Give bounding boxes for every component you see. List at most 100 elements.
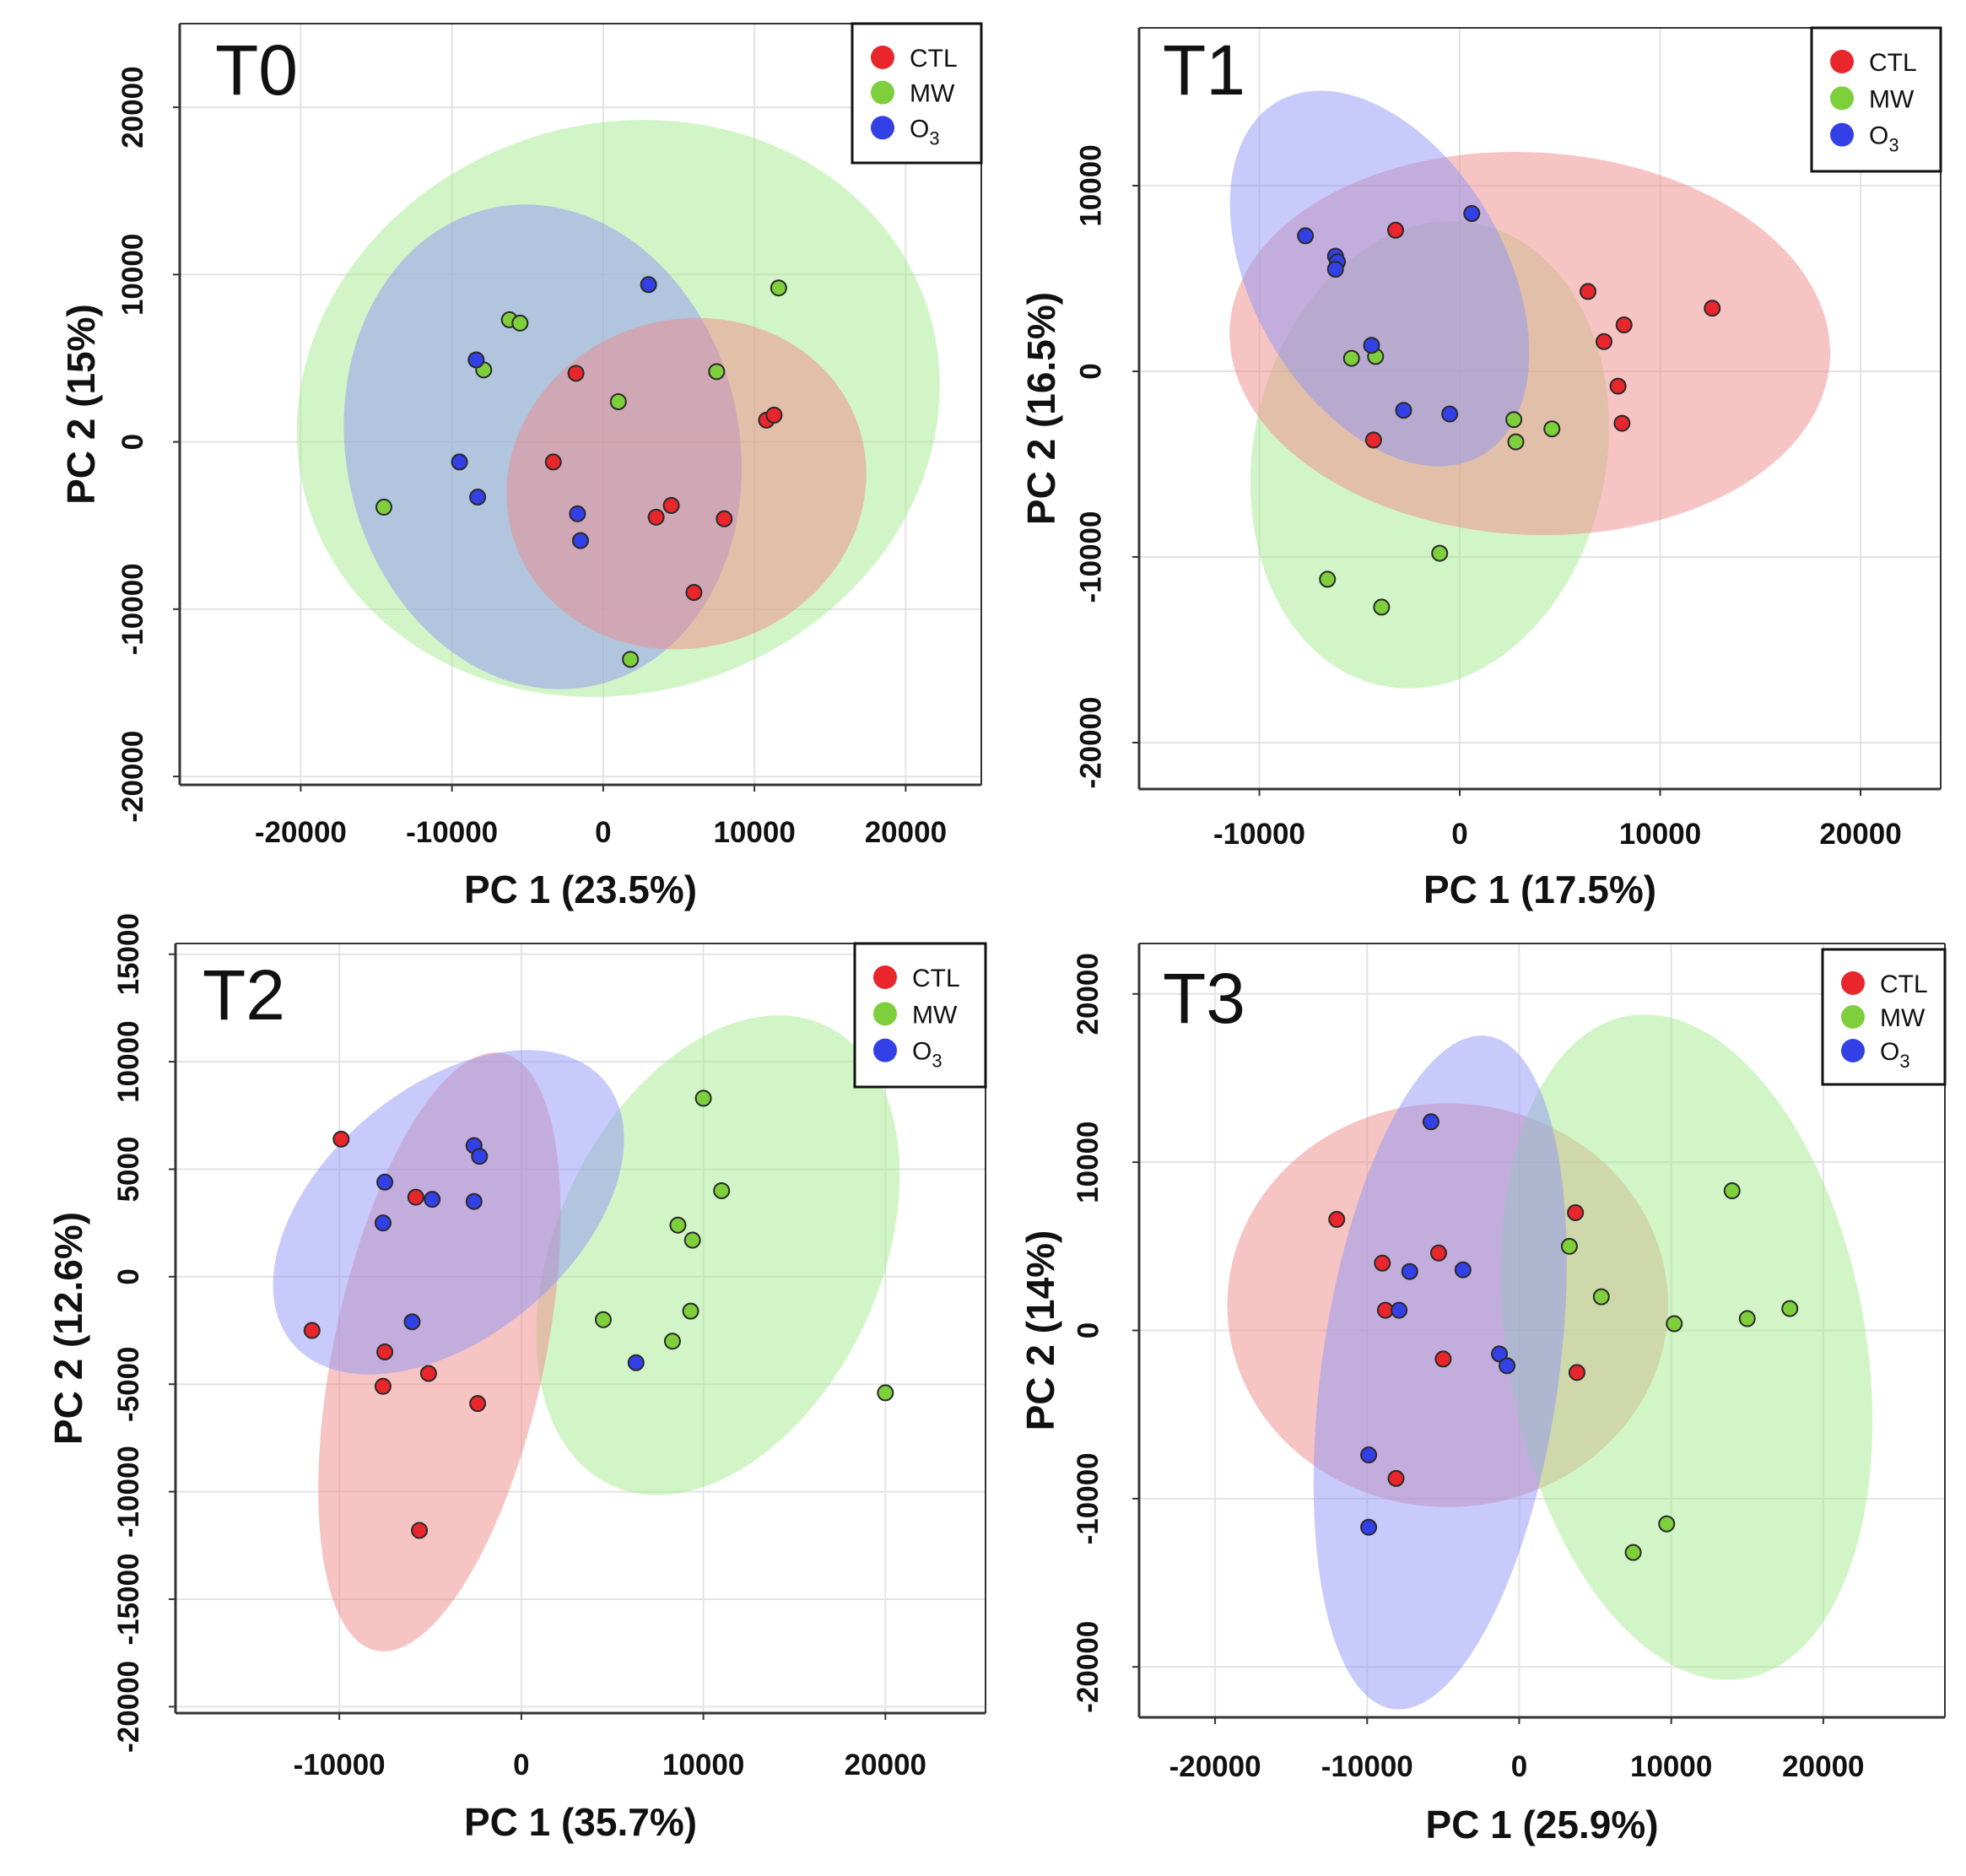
data-point-ctl [685,584,703,602]
legend: CTL MW O3 [853,942,987,1089]
legend-label-text: CTL [912,965,960,992]
data-point-mw [1560,1237,1578,1255]
data-point-ctl [647,508,665,526]
y-tick-label: -10000 [112,1446,145,1538]
y-tick-label: 10000 [112,1020,145,1102]
data-point-mw [770,279,787,297]
y-tick-label: -20000 [1074,697,1107,789]
panel-t3: -20000 -10000 0 10000 20000 -20000 -10000 0 1000… [1018,943,1947,1846]
legend-label-text: CTL [1880,970,1928,998]
legend: CTL MW O3 [851,22,983,165]
y-axis-title: PC 2 (12.6%) [46,1212,90,1445]
legend-label-o3: O3 [1880,1038,1910,1072]
data-point-ctl [376,1343,394,1361]
data-point-ctl [1328,1210,1346,1228]
x-tick-label: 10000 [713,816,795,849]
data-point-o3 [1491,1345,1509,1363]
y-tick-label: 20000 [116,66,149,148]
data-point-mw [877,1384,894,1402]
legend-label-text: O [910,115,929,143]
data-point-ctl [1613,414,1631,432]
legend-marker-mw [1841,1005,1865,1029]
legend-marker-ctl [873,965,897,989]
y-tick-label: -20000 [116,731,149,823]
data-point-mw [511,314,529,332]
ellipse-o3 [1229,90,1530,467]
legend-marker-ctl [1830,50,1854,73]
data-point-mw [694,1089,712,1107]
ellipse-mw [1500,1014,1873,1680]
data-point-o3 [1326,261,1344,278]
legend-label-ctl: CTL [1880,970,1928,998]
data-point-mw [1543,420,1561,438]
data-point-mw [1738,1310,1756,1327]
x-tick-label: -10000 [294,1749,386,1781]
data-point-o3 [1363,337,1380,354]
confidence-ellipses [1227,1014,1873,1710]
data-point-o3 [569,505,586,522]
y-tick-label: -10000 [116,563,149,655]
y-tick-label: -20000 [112,1661,145,1753]
data-point-mw [1723,1182,1741,1200]
legend-label-ctl: CTL [910,45,958,73]
legend-marker-mw [873,1002,897,1026]
x-tick-label: 10000 [1630,1750,1712,1783]
panel-title: T0 [215,30,298,110]
data-point-ctl [1704,300,1721,317]
data-point-ctl [332,1130,350,1148]
data-point-o3 [1391,1301,1408,1319]
data-point-o3 [1499,1357,1516,1375]
ellipse-o3 [1313,1035,1567,1710]
data-point-ctl [1580,283,1596,300]
data-point-mw [609,393,627,411]
data-points [1328,1113,1799,1561]
legend-label-text: MW [912,1001,958,1029]
ellipse-o3 [273,1050,624,1375]
y-tick-label: 0 [1074,363,1107,379]
data-point-o3 [1463,205,1481,222]
x-axis-title: PC 1 (25.9%) [1425,1803,1658,1846]
legend-label-subscript: 3 [1888,135,1898,156]
y-axis-title: PC 2 (15%) [59,304,103,505]
data-point-o3 [467,351,485,369]
y-tick-label: -15000 [112,1553,145,1645]
y-tick-label: 15000 [112,913,145,995]
y-tick-label: 20000 [1072,953,1105,1035]
data-point-mw [1781,1300,1799,1317]
x-tick-label: 0 [595,816,611,849]
data-point-o3 [640,276,657,294]
data-point-ctl [662,496,680,514]
x-tick-label: 20000 [845,1749,926,1781]
data-point-mw [683,1231,701,1249]
data-point-o3 [376,1173,394,1191]
data-point-mw [1505,411,1523,429]
data-point-o3 [469,489,487,506]
data-point-o3 [1441,405,1459,423]
x-axis-title: PC 1 (23.5%) [464,868,697,911]
data-point-o3 [572,532,589,549]
data-point-mw [1658,1515,1676,1533]
x-tick-label: -20000 [1169,1750,1261,1783]
legend-label-subscript: 3 [932,1051,942,1072]
data-point-o3 [424,1191,441,1208]
legend-label-mw: MW [1880,1004,1925,1032]
y-tick-label: -5000 [112,1346,145,1422]
data-point-o3 [1297,227,1315,245]
data-point-mw [708,363,726,381]
y-tick-label: -10000 [1072,1452,1105,1544]
data-points [1297,205,1721,616]
data-point-mw [622,651,640,668]
y-tick-label: 10000 [1074,144,1107,226]
y-tick-label: 10000 [1072,1121,1105,1203]
x-tick-label: 0 [1511,1750,1527,1783]
confidence-ellipses [273,1015,900,1652]
legend-label-text: CTL [910,45,958,73]
data-point-mw [1373,598,1391,616]
x-axis-title: PC 1 (35.7%) [464,1800,697,1844]
data-point-ctl [567,365,585,382]
legend-label-o3: O3 [1869,122,1899,156]
data-point-ctl [1387,1469,1405,1487]
data-point-o3 [1454,1261,1472,1279]
data-point-ctl [544,453,562,471]
legend-marker-ctl [871,46,894,69]
